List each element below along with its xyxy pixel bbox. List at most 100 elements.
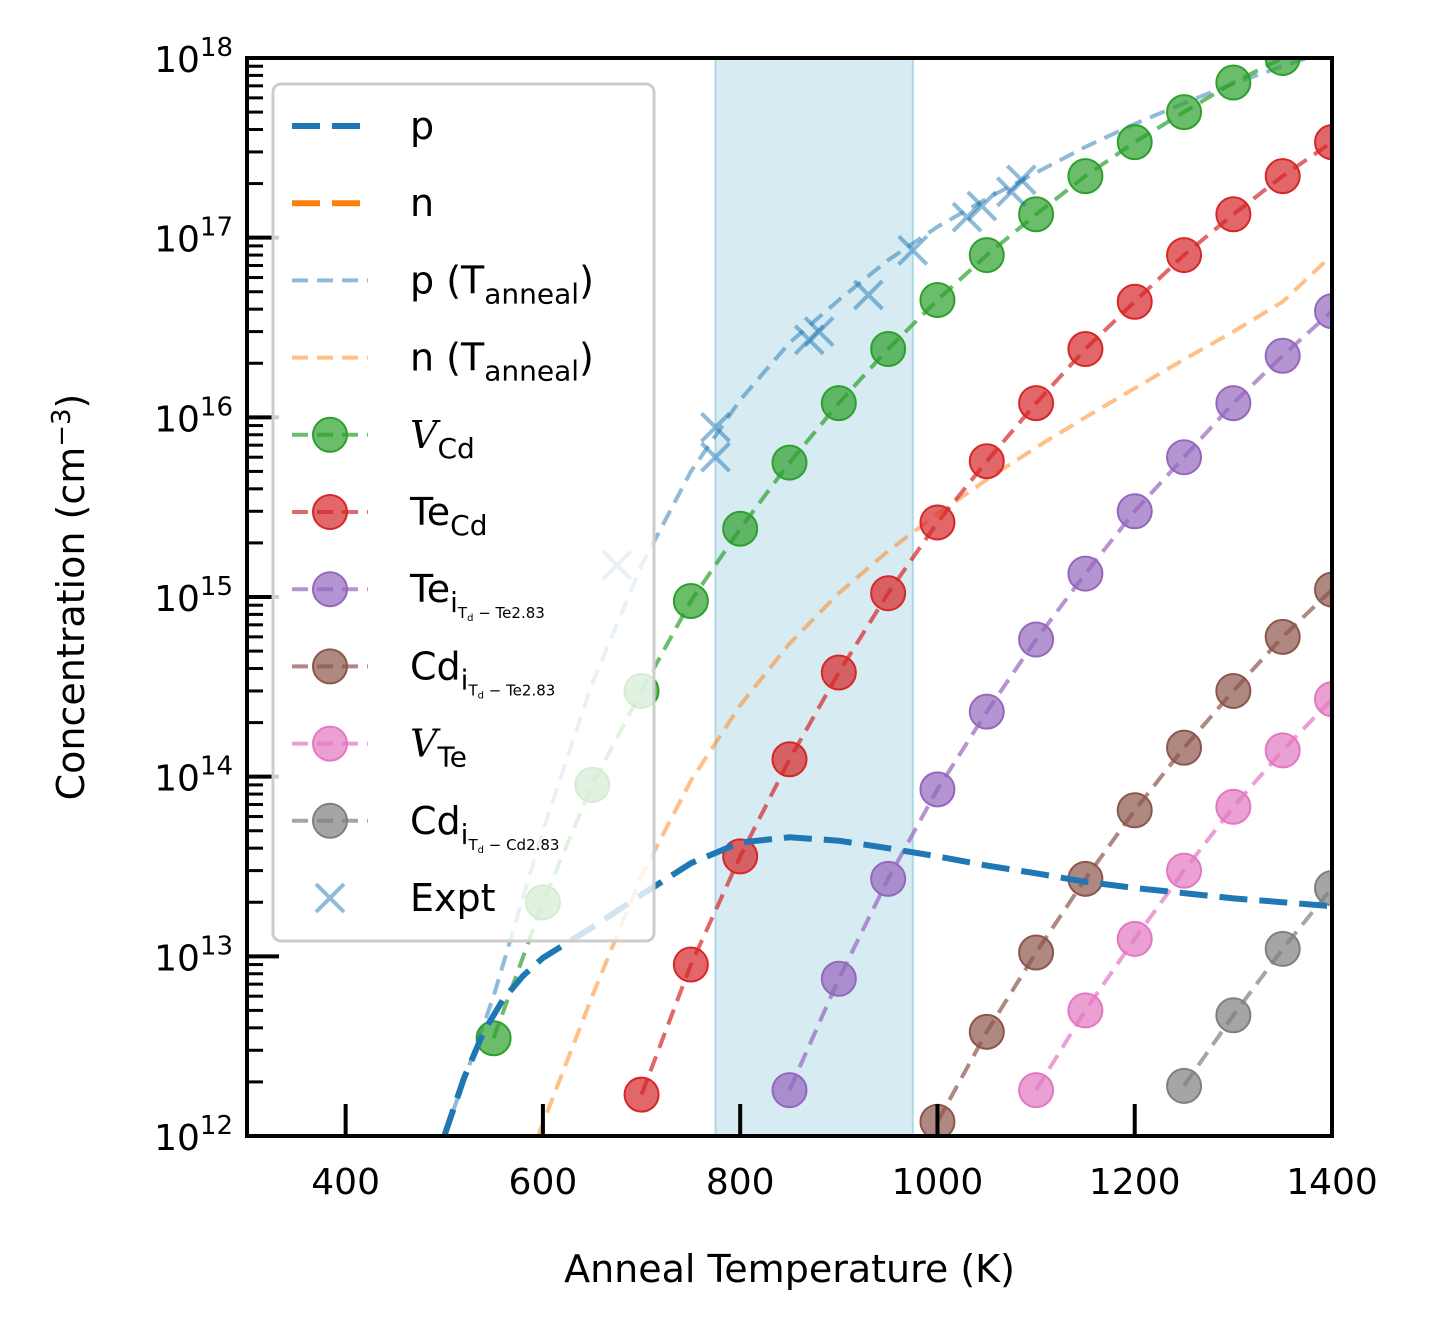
legend-label: n	[410, 181, 434, 225]
legend-entry-p: p	[292, 104, 434, 148]
y-tick-label: 1017	[154, 213, 233, 261]
data-point-te_i	[820, 960, 857, 997]
data-point-te_i	[1215, 385, 1252, 422]
data-point-v_cd	[1215, 64, 1252, 101]
legend-entry-cd_i_te: CdiTd − Te2.83	[292, 644, 555, 701]
data-point-v_cd	[1166, 94, 1203, 131]
data-point-v_te	[1215, 788, 1252, 825]
axis-labels: Anneal Temperature (K) Concentration (cm−…	[47, 394, 1015, 1291]
expt-point	[951, 201, 983, 233]
legend-label: p	[410, 104, 434, 148]
data-point-te_cd	[870, 575, 907, 612]
data-point-te_cd	[623, 1076, 660, 1113]
data-point-cd_i_te	[968, 1013, 1005, 1050]
data-point-v_te	[1116, 920, 1153, 957]
x-tick-label: 1400	[1286, 1162, 1378, 1203]
x-tick-label: 600	[509, 1162, 578, 1203]
legend: pn p (Tanneal) n (Tanneal) VCd TeCd TeiTd − T…	[271, 82, 656, 943]
data-point-v_cd	[1067, 158, 1104, 195]
x-tick-label: 1000	[892, 1162, 984, 1203]
data-point-te_cd	[919, 504, 956, 541]
plot-frame	[245, 56, 1334, 1138]
series-te_i	[771, 293, 1332, 1109]
data-point-v_cd	[820, 385, 857, 422]
legend-entry-p_anneal: p (Tanneal)	[292, 258, 594, 310]
expt-point	[700, 441, 731, 473]
data-point-te_cd	[1314, 124, 1332, 161]
series-cd_i_cd	[1166, 870, 1332, 1104]
legend-label: VCd	[410, 413, 475, 465]
data-point-v_cd	[672, 583, 709, 620]
legend-label: TeCd	[409, 490, 487, 542]
x-tick-label: 1200	[1089, 1162, 1181, 1203]
legend-entry-te_cd: TeCd	[292, 490, 487, 542]
legend-label: TeiTd − Te2.83	[409, 567, 545, 624]
expt-point	[700, 411, 731, 443]
data-point-v_cd	[771, 444, 808, 481]
data-point-te_cd	[771, 741, 808, 778]
y-tick-label: 1016	[154, 392, 233, 440]
legend-label: n (Tanneal)	[410, 336, 594, 388]
data-point-v_te	[1018, 1072, 1055, 1109]
y-tick-label: 1013	[154, 931, 233, 979]
series-line-cd_i_cd	[1182, 886, 1332, 1088]
data-point-cd_i_cd	[1314, 870, 1332, 907]
expt-point	[1005, 164, 1037, 196]
data-point-te_i	[919, 771, 956, 808]
data-point-te_cd	[1018, 385, 1055, 422]
legend-entry-v_te: VTe	[292, 722, 467, 774]
data-point-cd_i_cd	[1166, 1067, 1203, 1104]
x-tick-label: 400	[311, 1162, 380, 1203]
data-point-cd_i_te	[1018, 934, 1055, 971]
legend-marker	[312, 725, 348, 762]
legend-label: VTe	[410, 722, 467, 774]
x-tick-label: 800	[706, 1162, 775, 1203]
legend-marker	[312, 648, 348, 685]
x-axis-label: Anneal Temperature (K)	[564, 1247, 1015, 1291]
data-point-te_cd	[1116, 283, 1153, 320]
data-point-te_cd	[820, 654, 857, 691]
expt-point	[966, 190, 998, 222]
data-point-te_cd	[672, 946, 709, 983]
series-line-p	[441, 834, 1332, 1136]
series-line-te_cd	[639, 140, 1332, 1096]
data-point-v_cd	[968, 237, 1005, 274]
data-point-te_cd	[968, 443, 1005, 480]
data-point-v_cd	[870, 331, 907, 368]
curve-layer	[441, 58, 1332, 1136]
legend-marker	[312, 571, 348, 608]
data-point-te_i	[1067, 555, 1104, 592]
data-point-te_i	[771, 1072, 808, 1109]
legend-entry-v_cd: VCd	[292, 413, 475, 465]
data-point-te_i	[1264, 337, 1301, 374]
data-point-v_cd	[1018, 196, 1055, 233]
y-tick-label: 1018	[154, 33, 233, 81]
legend-entry-expt: Expt	[314, 876, 496, 920]
legend-marker	[314, 882, 346, 914]
data-point-cd_i_te	[1116, 792, 1153, 829]
data-point-te_cd	[1264, 158, 1301, 195]
legend-entry-te_i: TeiTd − Te2.83	[292, 567, 545, 624]
data-point-te_i	[968, 693, 1005, 730]
expt-point	[852, 279, 884, 311]
data-point-v_cd	[722, 510, 759, 547]
data-point-v_cd	[475, 1020, 512, 1057]
series-te_cd	[623, 124, 1332, 1113]
data-point-v_te	[1264, 732, 1301, 769]
data-point-te_cd	[1067, 331, 1104, 368]
y-tick-label: 1014	[154, 752, 233, 800]
data-point-te_i	[1166, 439, 1203, 476]
legend-entry-n: n	[292, 181, 434, 225]
data-point-te_i	[1018, 621, 1055, 658]
expt-point	[897, 234, 929, 266]
legend-marker	[312, 416, 348, 453]
data-point-te_cd	[1166, 237, 1203, 274]
data-point-v_cd	[1116, 124, 1153, 161]
data-point-v_cd	[919, 281, 956, 318]
legend-label: Expt	[410, 876, 496, 920]
data-point-te_i	[870, 860, 907, 897]
legend-box	[271, 82, 656, 943]
legend-label: CdiTd − Cd2.83	[410, 799, 559, 856]
data-point-v_te	[1166, 852, 1203, 889]
